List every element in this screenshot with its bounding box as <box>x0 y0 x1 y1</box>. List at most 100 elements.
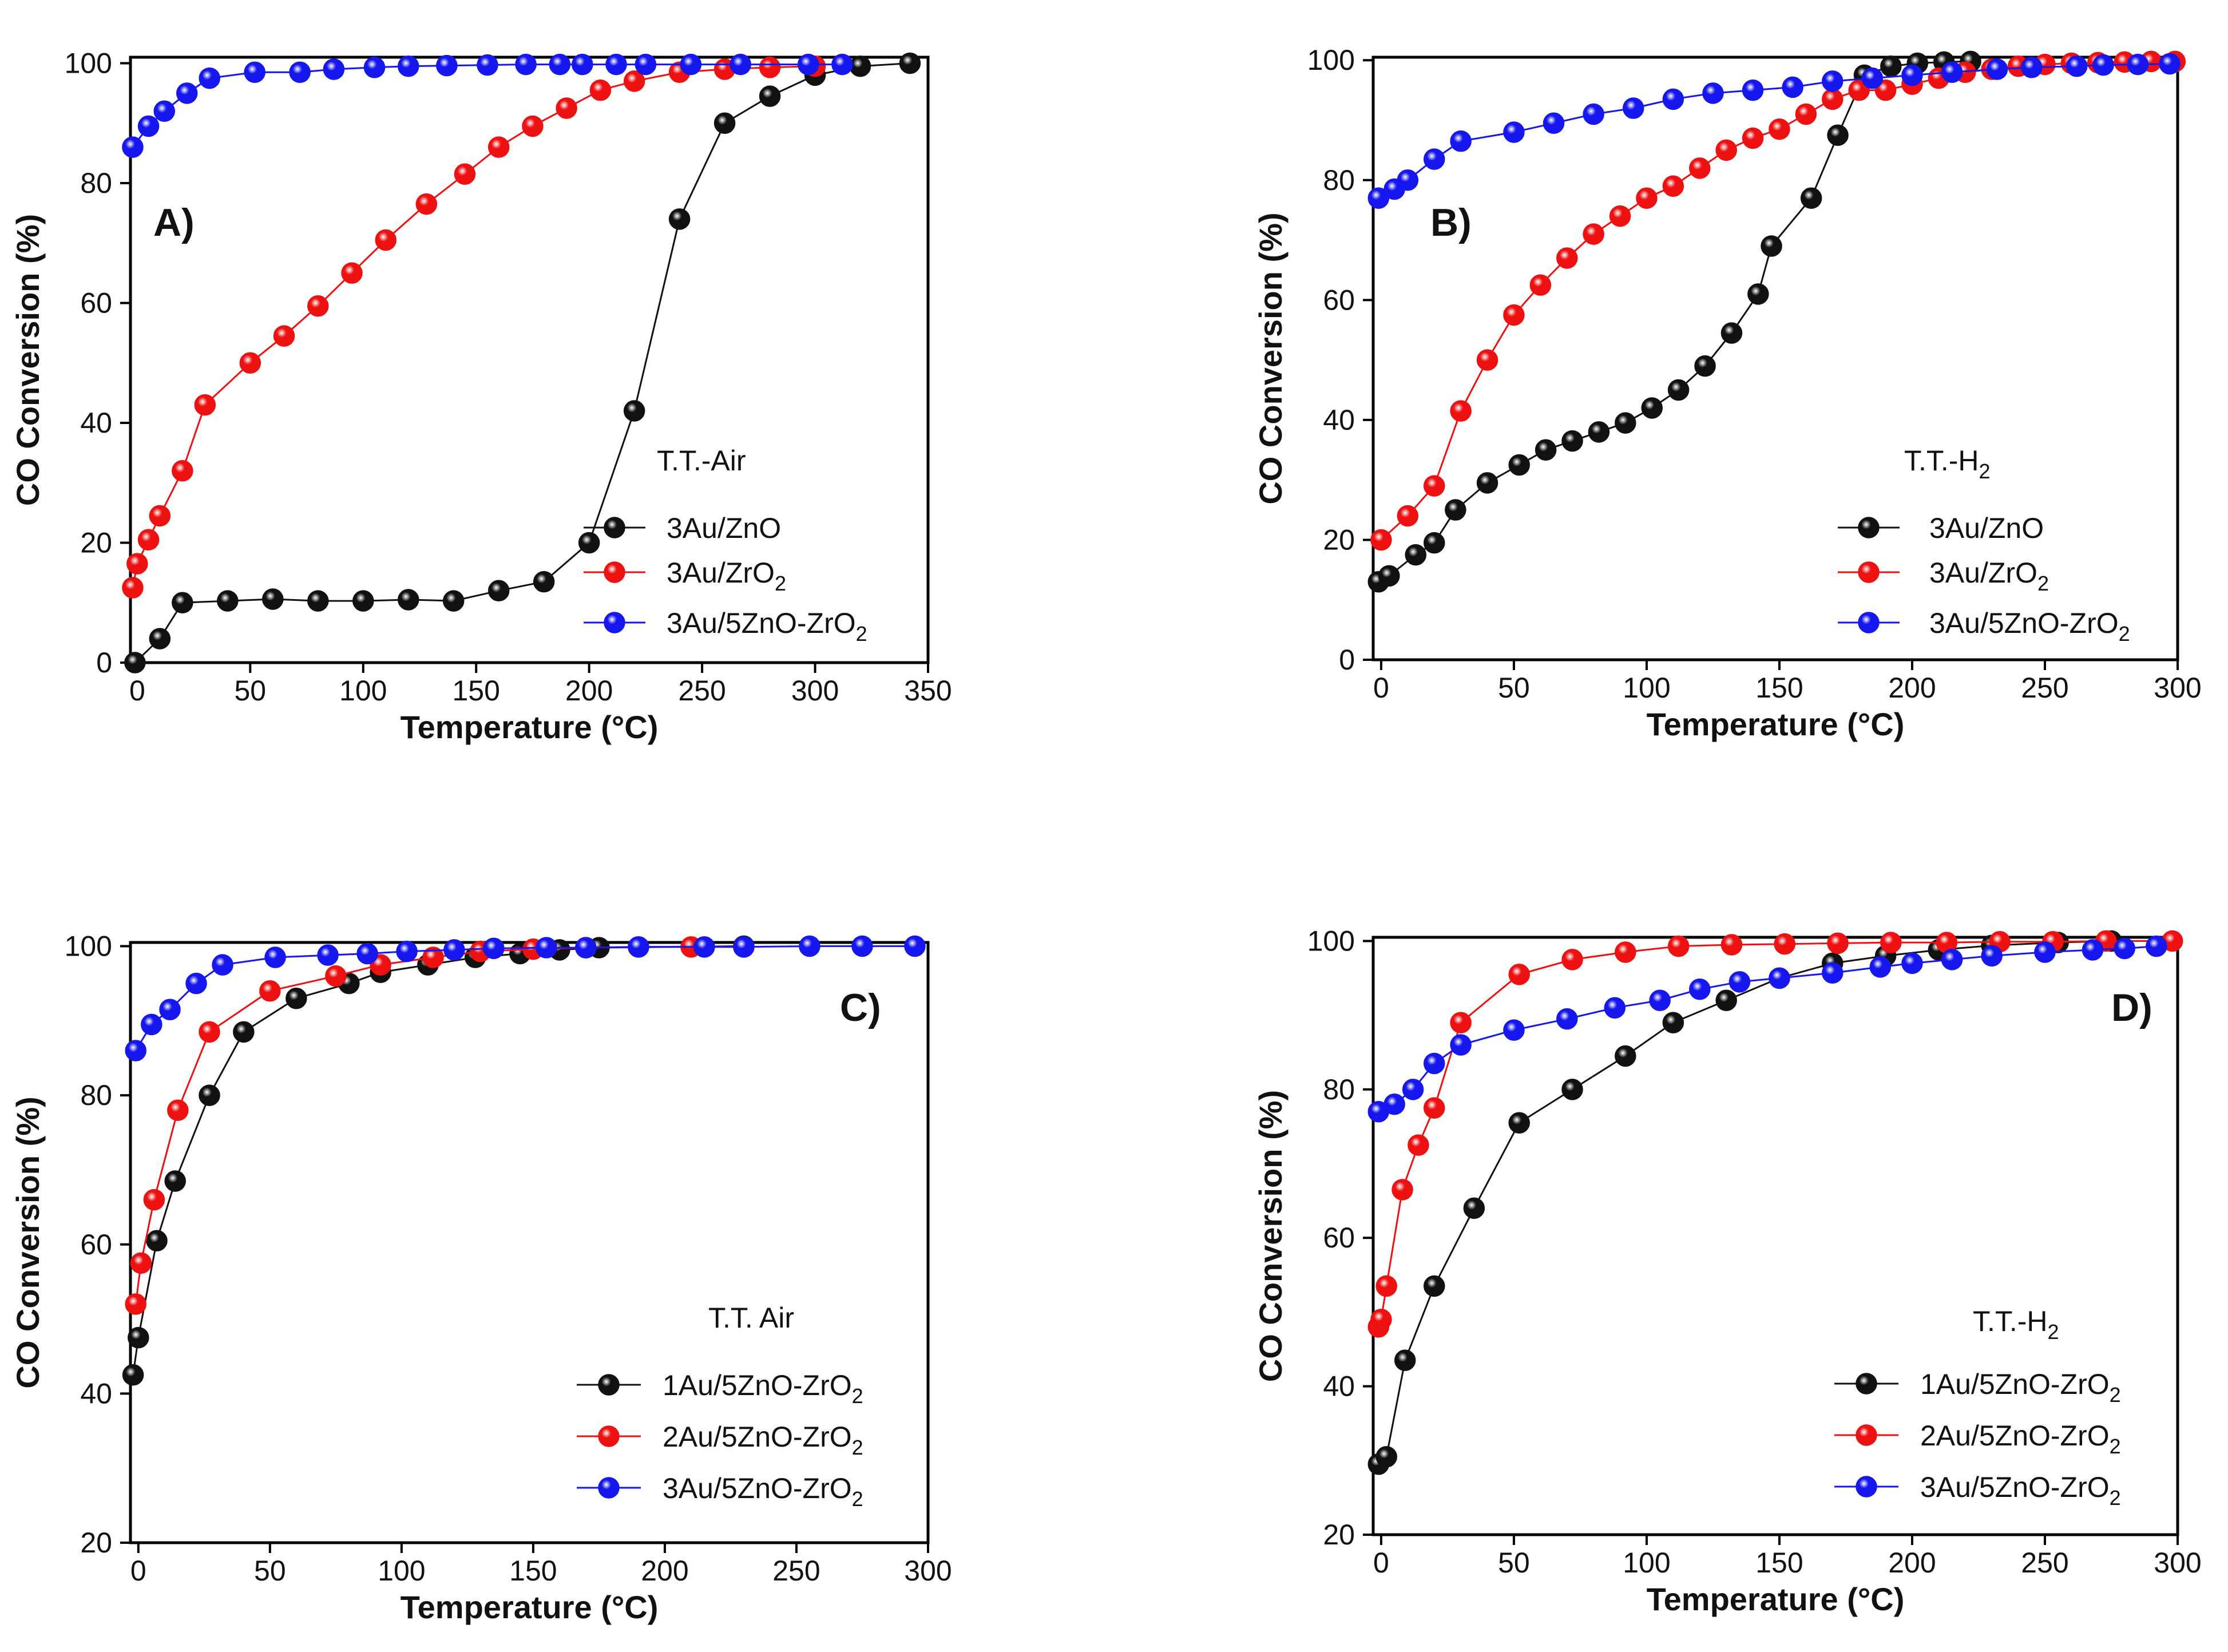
data-point <box>1423 532 1445 554</box>
legend: T.T. Air1Au/5ZnO-ZrO22Au/5ZnO-ZrO23Au/5Z… <box>577 1302 863 1511</box>
data-point <box>623 70 645 92</box>
legend-label-subscript: 2 <box>852 1436 863 1459</box>
data-point <box>533 571 555 593</box>
legend-label: 3Au/5ZnO-ZrO2 <box>1920 1471 2121 1510</box>
x-tick-label: 150 <box>452 675 499 707</box>
data-point <box>1694 355 1716 377</box>
y-tick-label: 40 <box>80 1377 112 1409</box>
data-point <box>1508 454 1530 476</box>
data-point <box>2066 55 2088 77</box>
data-point <box>515 53 537 76</box>
legend-title-main: T.T.-H <box>1973 1305 2048 1337</box>
legend-label: 3Au/ZnO <box>1929 512 2044 544</box>
data-point <box>1986 58 2008 80</box>
data-point <box>2114 937 2135 960</box>
x-tick-label: 250 <box>2021 1547 2068 1579</box>
legend-title: T.T.-Air <box>657 445 746 477</box>
y-tick-label: 20 <box>80 526 112 558</box>
data-point <box>153 100 175 122</box>
y-tick-label: 60 <box>80 287 112 319</box>
panel-letter: C) <box>840 986 881 1029</box>
x-tick-label: 0 <box>129 675 145 707</box>
series-3au-5zno-zro2 <box>1367 935 2167 1123</box>
legend-label-main: 3Au/ZnO <box>667 512 781 544</box>
series-3au-zro2 <box>122 55 826 599</box>
data-point <box>1689 157 1711 179</box>
data-point <box>1423 1097 1445 1119</box>
panel-letter: D) <box>2111 986 2152 1029</box>
data-point <box>172 592 193 613</box>
data-point <box>1715 989 1737 1011</box>
data-point <box>259 980 281 1002</box>
data-point <box>1423 148 1445 170</box>
x-tick-label: 300 <box>791 675 839 707</box>
data-point <box>1827 932 1849 954</box>
data-point <box>185 972 207 995</box>
data-point <box>1615 941 1636 963</box>
data-point <box>126 553 148 575</box>
data-point <box>899 52 921 74</box>
data-point <box>454 163 476 185</box>
data-point <box>122 1364 144 1386</box>
data-point <box>2159 53 2181 75</box>
y-tick-label: 100 <box>1307 44 1355 76</box>
data-point <box>477 54 498 76</box>
data-point <box>693 936 715 958</box>
data-point <box>589 79 612 101</box>
panel-letter: A) <box>153 201 195 244</box>
x-tick-label: 250 <box>678 675 726 707</box>
data-point <box>137 115 160 137</box>
data-point <box>628 936 649 958</box>
data-point <box>323 58 345 80</box>
data-point <box>1800 187 1822 209</box>
legend-label-subscript: 2 <box>2037 572 2049 595</box>
data-point <box>128 1326 149 1349</box>
data-point <box>1689 978 1711 1000</box>
legend-label: 1Au/5ZnO-ZrO2 <box>663 1369 863 1408</box>
data-point <box>1636 187 1658 209</box>
data-point <box>217 590 239 612</box>
data-point <box>262 588 284 610</box>
data-point <box>442 590 465 612</box>
data-point <box>759 57 781 78</box>
legend-marker <box>604 561 625 583</box>
panel-d: 0 50 100 150 200 250 30020406080100Temperature… <box>1252 925 2202 1617</box>
data-point <box>341 262 363 284</box>
y-tick-label: 100 <box>65 930 112 962</box>
data-point <box>2021 57 2043 78</box>
legend-label-main: 3Au/5ZnO-ZrO <box>667 607 856 639</box>
y-tick-label: 20 <box>1323 524 1355 556</box>
data-point <box>352 590 374 612</box>
x-tick-label: 100 <box>1623 672 1670 704</box>
y-axis-title: CO Conversion (%) <box>1252 212 1289 504</box>
data-point <box>397 55 419 77</box>
data-point <box>1667 379 1690 401</box>
data-point <box>1782 76 1803 98</box>
data-point <box>680 53 702 76</box>
data-point <box>1941 61 1963 83</box>
y-tick-label: 80 <box>80 167 112 199</box>
y-tick-label: 60 <box>1323 284 1355 316</box>
data-point <box>1880 932 1902 953</box>
data-point <box>730 53 751 76</box>
data-point <box>1615 412 1636 434</box>
data-point <box>1769 118 1790 140</box>
legend-label-subscript: 2 <box>852 1487 863 1511</box>
data-point <box>1476 349 1498 371</box>
x-axis-title: Temperature (°C) <box>401 709 659 745</box>
legend-marker <box>1858 612 1880 633</box>
data-point <box>1662 1012 1684 1033</box>
data-point <box>1561 949 1583 970</box>
data-point <box>273 325 295 347</box>
data-point <box>1423 1275 1445 1297</box>
y-tick-label: 40 <box>80 407 112 439</box>
data-point <box>167 1099 189 1121</box>
data-point <box>1604 997 1626 1019</box>
legend-marker <box>1856 1476 1877 1498</box>
series-3au-5zno-zro2 <box>122 53 853 158</box>
data-point <box>199 1021 220 1043</box>
data-point <box>572 53 593 76</box>
data-point <box>436 54 458 77</box>
data-point <box>1769 967 1790 989</box>
legend-label-main: 3Au/ZnO <box>1929 512 2044 544</box>
